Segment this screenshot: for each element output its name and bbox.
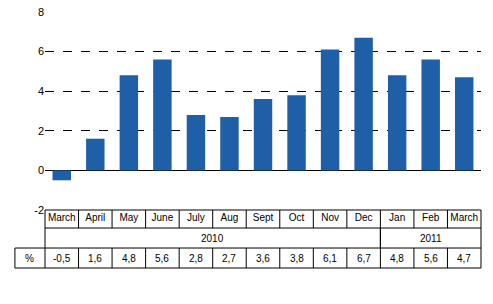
svg-text:2,7: 2,7 [222, 253, 236, 264]
svg-text:4,7: 4,7 [457, 253, 471, 264]
svg-text:5,6: 5,6 [155, 253, 169, 264]
svg-text:March: March [450, 212, 478, 223]
svg-text:6: 6 [38, 45, 44, 57]
svg-text:March: March [48, 212, 76, 223]
svg-text:%: % [25, 253, 34, 264]
svg-text:8: 8 [38, 6, 44, 18]
svg-text:Aug: Aug [221, 212, 239, 223]
svg-text:2,8: 2,8 [189, 253, 203, 264]
svg-text:Sept: Sept [253, 212, 274, 223]
svg-text:1,6: 1,6 [88, 253, 102, 264]
svg-text:Dec: Dec [355, 212, 373, 223]
svg-text:5,6: 5,6 [424, 253, 438, 264]
svg-text:Feb: Feb [422, 212, 440, 223]
svg-text:4,8: 4,8 [122, 253, 136, 264]
svg-text:4: 4 [38, 85, 44, 97]
svg-text:3,8: 3,8 [290, 253, 304, 264]
svg-text:2: 2 [38, 125, 44, 137]
svg-text:3,6: 3,6 [256, 253, 270, 264]
svg-text:0: 0 [38, 164, 44, 176]
svg-text:Oct: Oct [289, 212, 305, 223]
svg-text:6,7: 6,7 [357, 253, 371, 264]
svg-text:April: April [85, 212, 105, 223]
svg-text:-2: -2 [34, 204, 44, 216]
svg-text:2010: 2010 [201, 233, 224, 244]
svg-text:4,8: 4,8 [390, 253, 404, 264]
svg-text:2011: 2011 [420, 233, 442, 244]
svg-text:6,1: 6,1 [323, 253, 337, 264]
svg-text:July: July [187, 212, 205, 223]
svg-text:May: May [119, 212, 138, 223]
svg-text:Nov: Nov [321, 212, 339, 223]
svg-text:June: June [152, 212, 174, 223]
svg-text:Jan: Jan [389, 212, 405, 223]
svg-text:-0,5: -0,5 [53, 253, 71, 264]
